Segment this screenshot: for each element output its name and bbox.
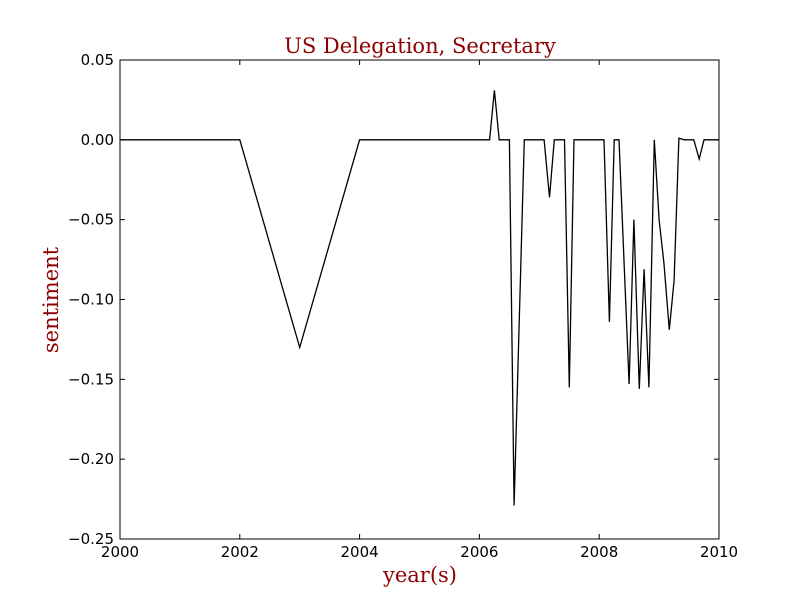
x-tick-label: 2006	[460, 543, 498, 561]
x-axis: 2000 2002 2004 2006 2008 2010	[101, 60, 738, 561]
y-tick-label: 0.05	[81, 51, 114, 69]
y-tick-label: −0.15	[68, 370, 114, 388]
y-tick-label: 0.00	[81, 131, 114, 149]
plot-frame	[119, 59, 720, 540]
y-tick-label: −0.05	[68, 211, 114, 229]
series-group	[120, 90, 719, 506]
y-tick-label: −0.25	[68, 530, 114, 548]
y-tick-label: −0.20	[68, 450, 114, 468]
y-tick-label: −0.10	[68, 291, 114, 309]
series-line	[120, 90, 719, 506]
y-axis-label: sentiment	[39, 246, 63, 353]
x-tick-label: 2000	[101, 543, 139, 561]
y-axis: 0.05 0.00 −0.05 −0.10 −0.15 −0.20 −0.25	[68, 51, 719, 548]
x-tick-label: 2010	[700, 543, 738, 561]
x-tick-label: 2008	[580, 543, 618, 561]
x-tick-label: 2004	[341, 543, 379, 561]
x-tick-label: 2002	[221, 543, 259, 561]
chart-title: US Delegation, Secretary	[284, 34, 556, 58]
x-axis-label: year(s)	[382, 563, 457, 587]
